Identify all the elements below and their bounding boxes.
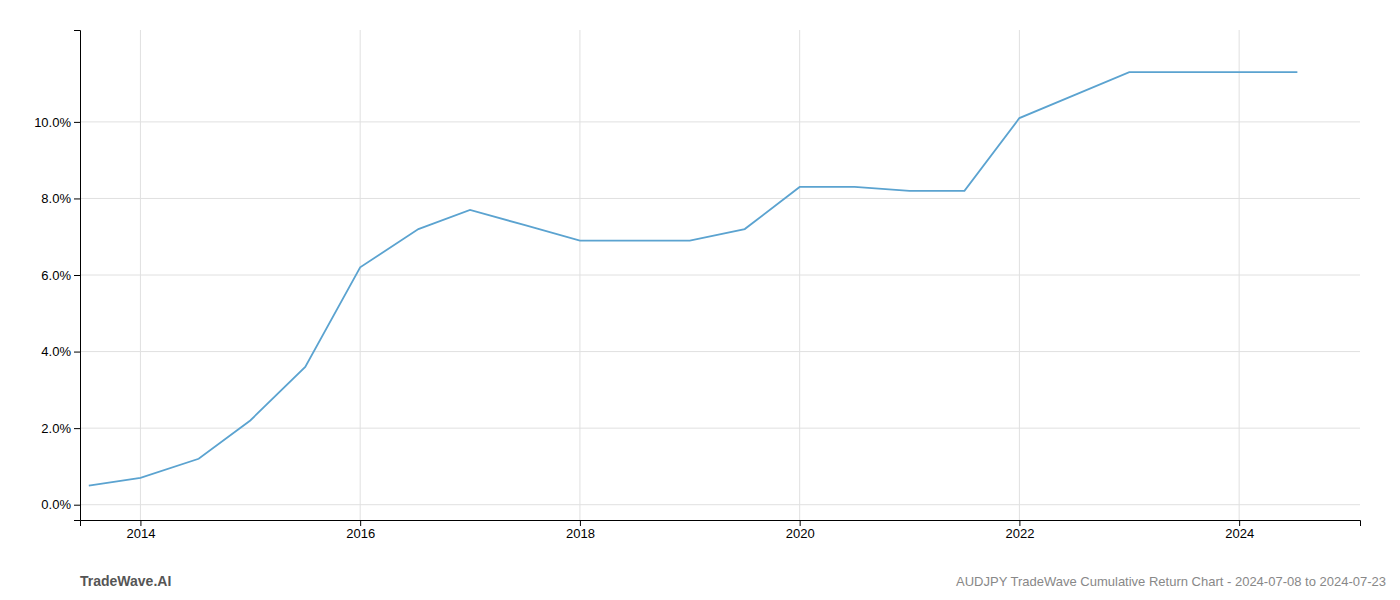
x-tick-mark	[360, 520, 361, 526]
footer-right: AUDJPY TradeWave Cumulative Return Chart…	[956, 574, 1386, 589]
grid-line	[80, 428, 1360, 429]
footer: TradeWave.AI AUDJPY TradeWave Cumulative …	[80, 573, 1386, 589]
y-tick: 10.0%	[34, 115, 80, 130]
y-tick-label: 8.0%	[41, 191, 71, 206]
marks	[89, 72, 1298, 485]
x-tick-mark	[800, 520, 801, 526]
y-tick: 6.0%	[41, 268, 80, 283]
x-tick-mark	[140, 520, 141, 526]
x-tick-mark	[1019, 520, 1020, 526]
y-tick-label: 10.0%	[34, 115, 71, 130]
y-tick: 8.0%	[41, 191, 80, 206]
x-tick-mark	[580, 520, 581, 526]
x-tick-label: 2024	[1225, 526, 1254, 541]
y-tick-label: 6.0%	[41, 268, 71, 283]
grid-line	[80, 275, 1360, 276]
x-tick: 2016	[346, 520, 375, 541]
grid-line	[80, 198, 1360, 199]
y-axis-line	[74, 31, 81, 521]
grid-line	[80, 121, 1360, 122]
x-tick: 2024	[1225, 520, 1254, 541]
x-tick-mark	[1239, 520, 1240, 526]
plot: 2014 2016 2018 2020 2022 2024 0.0% 2.0% 4.0% 6.0%…	[34, 30, 1360, 541]
y-tick-mark	[74, 198, 80, 199]
grid	[80, 30, 1360, 520]
y-axis: 0.0% 2.0% 4.0% 6.0% 8.0% 10.0%	[34, 31, 80, 521]
chart: 2014 2016 2018 2020 2022 2024 0.0% 2.0% 4.0% 6.0%…	[0, 0, 1400, 600]
grid-line	[80, 504, 1360, 505]
y-tick-mark	[74, 505, 80, 506]
y-tick-mark	[74, 122, 80, 123]
x-tick: 2014	[126, 520, 155, 541]
y-tick-label: 2.0%	[41, 421, 71, 436]
x-tick-label: 2014	[126, 526, 155, 541]
grid-line	[80, 351, 1360, 352]
x-tick: 2022	[1005, 520, 1034, 541]
y-tick-mark	[74, 428, 80, 429]
x-tick-label: 2022	[1005, 526, 1034, 541]
x-tick-label: 2016	[346, 526, 375, 541]
x-axis: 2014 2016 2018 2020 2022 2024	[81, 520, 1361, 541]
y-tick-mark	[74, 352, 80, 353]
x-tick: 2018	[566, 520, 595, 541]
y-tick: 2.0%	[41, 421, 80, 436]
line	[89, 72, 1298, 485]
y-tick: 0.0%	[41, 497, 80, 512]
y-tick-label: 4.0%	[41, 344, 71, 359]
y-tick: 4.0%	[41, 344, 80, 359]
x-tick-label: 2018	[566, 526, 595, 541]
x-tick-label: 2020	[786, 526, 815, 541]
y-tick-label: 0.0%	[41, 497, 71, 512]
x-tick: 2020	[786, 520, 815, 541]
footer-left: TradeWave.AI	[80, 573, 171, 589]
y-tick-mark	[74, 275, 80, 276]
x-axis-line	[81, 521, 1361, 527]
